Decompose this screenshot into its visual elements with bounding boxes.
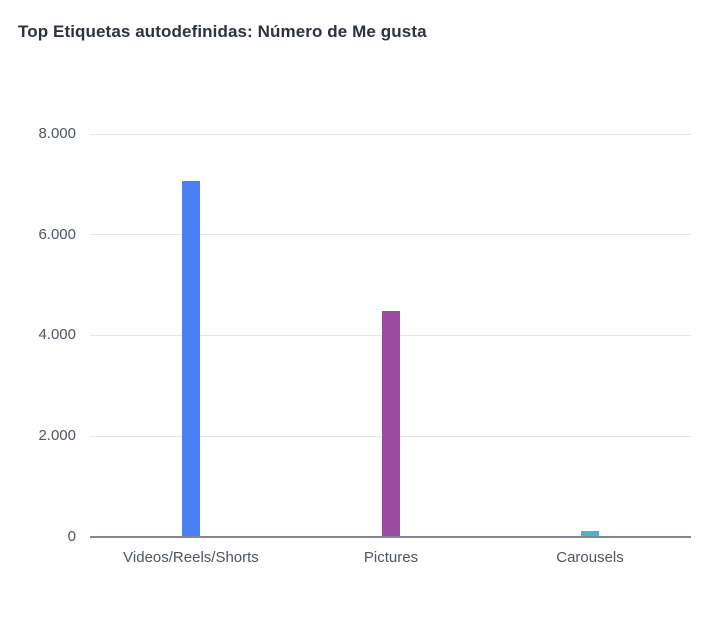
x-tick-label: Pictures xyxy=(363,549,419,566)
y-tick-label: 8.000 xyxy=(38,125,76,142)
gridline xyxy=(90,234,691,235)
y-tick-label: 6.000 xyxy=(38,226,76,243)
bar-videos-reels-shorts[interactable] xyxy=(182,181,200,537)
bar-pictures[interactable] xyxy=(382,311,400,537)
y-tick-label: 0 xyxy=(67,528,76,545)
x-axis-baseline xyxy=(90,536,691,538)
gridline xyxy=(90,134,691,135)
y-tick-label: 4.000 xyxy=(38,326,76,343)
chart-title: Top Etiquetas autodefinidas: Número de M… xyxy=(18,22,427,41)
x-tick-label: Carousels xyxy=(556,549,624,566)
x-tick-label: Videos/Reels/Shorts xyxy=(123,549,259,566)
y-tick-label: 2.000 xyxy=(38,427,76,444)
bar-carousels[interactable] xyxy=(581,531,599,537)
